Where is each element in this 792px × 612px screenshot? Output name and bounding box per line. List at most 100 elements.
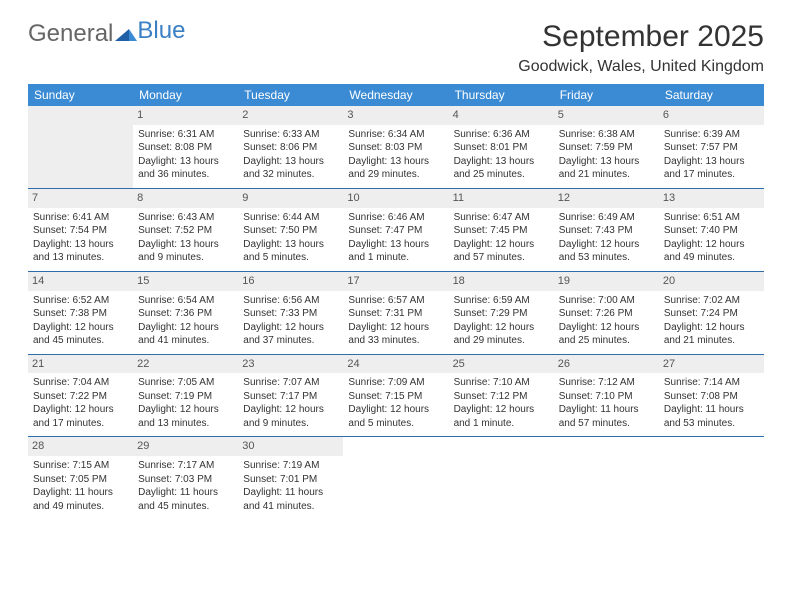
daylight-text: and 1 minute. [348,251,443,265]
sunset-text: Sunset: 8:03 PM [348,141,443,155]
daylight-text: and 45 minutes. [33,334,128,348]
daylight-text: Daylight: 13 hours [243,238,338,252]
day-number: 13 [659,189,764,208]
week-row: 1Sunrise: 6:31 AMSunset: 8:08 PMDaylight… [28,106,764,188]
daylight-text: Daylight: 13 hours [664,155,759,169]
day-number: 28 [28,437,133,456]
day-cell-30: 30Sunrise: 7:19 AMSunset: 7:01 PMDayligh… [238,437,343,519]
daylight-text: Daylight: 12 hours [138,403,233,417]
sunrise-text: Sunrise: 7:09 AM [348,376,443,390]
day-number: 25 [449,355,554,374]
day-cell-22: 22Sunrise: 7:05 AMSunset: 7:19 PMDayligh… [133,354,238,437]
daylight-text: Daylight: 12 hours [664,238,759,252]
day-number: 20 [659,272,764,291]
day-cell-29: 29Sunrise: 7:17 AMSunset: 7:03 PMDayligh… [133,437,238,519]
sunrise-text: Sunrise: 6:46 AM [348,211,443,225]
daylight-text: and 1 minute. [454,417,549,431]
daylight-text: and 21 minutes. [559,168,654,182]
day-header-wednesday: Wednesday [343,84,448,106]
week-row: 7 Sunrise: 6:41 AMSunset: 7:54 PM Daylight… [28,188,764,271]
sunset-text: Sunset: 8:06 PM [243,141,338,155]
daylight-text: and 29 minutes. [348,168,443,182]
sunset-text: Sunset: 7:45 PM [454,224,549,238]
daylight-text: and 5 minutes. [243,251,338,265]
daylight-text: and 17 minutes. [664,168,759,182]
sunrise-text: Sunrise: 6:31 AM [138,128,233,142]
daylight-text: Daylight: 13 hours [243,155,338,169]
sunrise-text: Sunrise: 6:54 AM [138,294,233,308]
sunrise-text: Sunrise: 6:57 AM [348,294,443,308]
sunrise-text: Sunrise: 7:02 AM [664,294,759,308]
daylight-text: Daylight: 12 hours [454,403,549,417]
daylight-text: Daylight: 12 hours [454,321,549,335]
day-number: 29 [133,437,238,456]
sunrise-text: Sunrise: 6:36 AM [454,128,549,142]
page-title: September 2025 [518,20,764,54]
sunrise-text: Sunrise: 7:04 AM [33,376,128,390]
sunset-text: Sunset: 7:38 PM [33,307,128,321]
day-number: 14 [28,272,133,291]
daylight-text: and 9 minutes. [138,251,233,265]
sunset-text: Sunset: 7:54 PM [33,224,128,238]
sunrise-text: Sunrise: 6:47 AM [454,211,549,225]
day-number: 23 [238,355,343,374]
day-cell-25: 25Sunrise: 7:10 AMSunset: 7:12 PMDayligh… [449,354,554,437]
week-row: 14Sunrise: 6:52 AMSunset: 7:38 PMDayligh… [28,271,764,354]
sunrise-text: Sunrise: 6:41 AM [33,211,128,225]
day-header-row: SundayMondayTuesdayWednesdayThursdayFrid… [28,84,764,106]
week-row: 28Sunrise: 7:15 AMSunset: 7:05 PMDayligh… [28,437,764,519]
daylight-text: Daylight: 12 hours [559,238,654,252]
day-cell-empty [449,437,554,519]
day-number: 15 [133,272,238,291]
daylight-text: and 9 minutes. [243,417,338,431]
sunset-text: Sunset: 8:01 PM [454,141,549,155]
day-number: 26 [554,355,659,374]
title-block: September 2025 Goodwick, Wales, United K… [518,20,764,76]
day-header-tuesday: Tuesday [238,84,343,106]
daylight-text: and 57 minutes. [454,251,549,265]
sunset-text: Sunset: 7:43 PM [559,224,654,238]
sunrise-text: Sunrise: 6:39 AM [664,128,759,142]
daylight-text: Daylight: 12 hours [348,403,443,417]
day-cell-13: 13Sunrise: 6:51 AMSunset: 7:40 PMDayligh… [659,188,764,271]
sunrise-text: Sunrise: 6:44 AM [243,211,338,225]
daylight-text: Daylight: 12 hours [33,321,128,335]
day-number: 27 [659,355,764,374]
sunset-text: Sunset: 7:31 PM [348,307,443,321]
daylight-text: and 5 minutes. [348,417,443,431]
day-cell-15: 15Sunrise: 6:54 AMSunset: 7:36 PMDayligh… [133,271,238,354]
sunset-text: Sunset: 7:01 PM [243,473,338,487]
day-number: 17 [343,272,448,291]
day-number: 30 [238,437,343,456]
daylight-text: Daylight: 13 hours [138,238,233,252]
day-cell-23: 23Sunrise: 7:07 AMSunset: 7:17 PMDayligh… [238,354,343,437]
sunset-text: Sunset: 7:24 PM [664,307,759,321]
sunset-text: Sunset: 7:47 PM [348,224,443,238]
day-number: 7 [28,189,133,208]
day-cell-21: 21Sunrise: 7:04 AMSunset: 7:22 PMDayligh… [28,354,133,437]
sunrise-text: Sunrise: 6:33 AM [243,128,338,142]
sunrise-text: Sunrise: 6:56 AM [243,294,338,308]
daylight-text: Daylight: 11 hours [33,486,128,500]
daylight-text: and 33 minutes. [348,334,443,348]
daylight-text: and 53 minutes. [559,251,654,265]
daylight-text: and 49 minutes. [664,251,759,265]
day-number: 12 [554,189,659,208]
day-cell-1: 1Sunrise: 6:31 AMSunset: 8:08 PMDaylight… [133,106,238,188]
day-cell-2: 2Sunrise: 6:33 AMSunset: 8:06 PMDaylight… [238,106,343,188]
sunrise-text: Sunrise: 7:12 AM [559,376,654,390]
day-header-saturday: Saturday [659,84,764,106]
sunrise-text: Sunrise: 7:05 AM [138,376,233,390]
daylight-text: and 41 minutes. [138,334,233,348]
sunset-text: Sunset: 7:26 PM [559,307,654,321]
daylight-text: and 45 minutes. [138,500,233,514]
sunset-text: Sunset: 7:59 PM [559,141,654,155]
daylight-text: Daylight: 12 hours [454,238,549,252]
day-cell-28: 28Sunrise: 7:15 AMSunset: 7:05 PMDayligh… [28,437,133,519]
daylight-text: Daylight: 11 hours [664,403,759,417]
day-cell-12: 12Sunrise: 6:49 AMSunset: 7:43 PMDayligh… [554,188,659,271]
sunset-text: Sunset: 7:05 PM [33,473,128,487]
sunset-text: Sunset: 7:17 PM [243,390,338,404]
day-number: 24 [343,355,448,374]
day-cell-8: 8Sunrise: 6:43 AMSunset: 7:52 PMDaylight… [133,188,238,271]
